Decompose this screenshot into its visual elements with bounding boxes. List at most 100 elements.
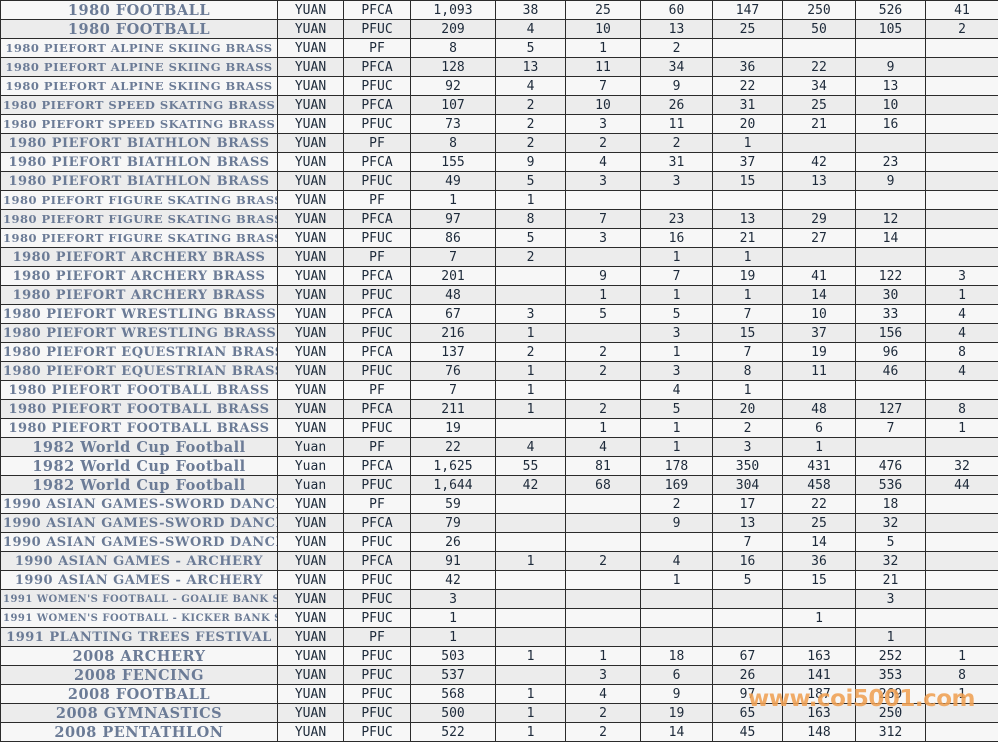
- grade-count-cell-g7: 3: [926, 267, 998, 286]
- grade-count-cell-g1: [496, 495, 566, 514]
- grade-count-cell-g5: 48: [783, 400, 856, 419]
- total-count-cell: 568: [411, 685, 496, 704]
- grade-count-cell-g4: [713, 628, 783, 647]
- grade-count-cell-g3: 16: [641, 229, 713, 248]
- grade-count-cell-g7: [926, 153, 998, 172]
- grade-count-cell-g5: [783, 191, 856, 210]
- grade-type-cell: PFCA: [344, 153, 411, 172]
- coin-name-cell: 1980 PIEFORT BIATHLON BRASS: [1, 134, 278, 153]
- grade-count-cell-g7: [926, 58, 998, 77]
- coin-name-cell: 1980 PIEFORT SPEED SKATING BRASS: [1, 96, 278, 115]
- grade-count-cell-g6: 105: [856, 20, 926, 39]
- grade-count-cell-g3: 5: [641, 400, 713, 419]
- coin-name-cell: 1991 WOMEN'S FOOTBALL - KICKER BANK SPEC…: [1, 609, 278, 628]
- total-count-cell: 1,644: [411, 476, 496, 495]
- grade-type-cell: PFUC: [344, 476, 411, 495]
- grade-count-cell-g6: 122: [856, 267, 926, 286]
- grade-count-cell-g3: 4: [641, 381, 713, 400]
- total-count-cell: 42: [411, 571, 496, 590]
- grade-count-cell-g3: [641, 590, 713, 609]
- grade-count-cell-g7: 1: [926, 286, 998, 305]
- grade-count-cell-g7: [926, 590, 998, 609]
- grade-count-cell-g2: 7: [566, 210, 641, 229]
- grade-count-cell-g2: [566, 609, 641, 628]
- denomination-cell: YUAN: [278, 400, 344, 419]
- grade-count-cell-g1: [496, 590, 566, 609]
- grade-count-cell-g2: 2: [566, 400, 641, 419]
- grade-count-cell-g2: 1: [566, 286, 641, 305]
- grade-count-cell-g5: 15: [783, 571, 856, 590]
- grade-count-cell-g2: 2: [566, 134, 641, 153]
- grade-count-cell-g7: 1: [926, 419, 998, 438]
- denomination-cell: YUAN: [278, 495, 344, 514]
- grade-count-cell-g1: 1: [496, 362, 566, 381]
- denomination-cell: YUAN: [278, 704, 344, 723]
- grade-count-cell-g6: 23: [856, 153, 926, 172]
- grade-count-cell-g4: 22: [713, 77, 783, 96]
- grade-count-cell-g6: 10: [856, 96, 926, 115]
- coin-name-cell: 1990 ASIAN GAMES - ARCHERY: [1, 571, 278, 590]
- denomination-cell: YUAN: [278, 229, 344, 248]
- denomination-cell: Yuan: [278, 457, 344, 476]
- grade-type-cell: PF: [344, 438, 411, 457]
- grade-count-cell-g7: [926, 96, 998, 115]
- grade-count-cell-g4: 13: [713, 210, 783, 229]
- grade-count-cell-g6: 16: [856, 115, 926, 134]
- grade-count-cell-g1: 5: [496, 229, 566, 248]
- grade-count-cell-g4: 65: [713, 704, 783, 723]
- total-count-cell: 201: [411, 267, 496, 286]
- grade-count-cell-g6: 21: [856, 571, 926, 590]
- grade-count-cell-g7: 4: [926, 305, 998, 324]
- grade-count-cell-g1: 1: [496, 685, 566, 704]
- grade-type-cell: PFCA: [344, 58, 411, 77]
- grade-count-cell-g6: 312: [856, 723, 926, 742]
- coin-name-cell: 1980 PIEFORT EQUESTRIAN BRASS: [1, 343, 278, 362]
- grade-count-cell-g5: 37: [783, 324, 856, 343]
- denomination-cell: YUAN: [278, 305, 344, 324]
- grade-count-cell-g1: 1: [496, 647, 566, 666]
- grade-count-cell-g4: [713, 191, 783, 210]
- denomination-cell: YUAN: [278, 723, 344, 742]
- coin-name-cell: 1980 PIEFORT ALPINE SKIING BRASS: [1, 77, 278, 96]
- grade-count-cell-g5: 25: [783, 96, 856, 115]
- grade-count-cell-g2: [566, 533, 641, 552]
- grade-count-cell-g1: 3: [496, 305, 566, 324]
- grade-count-cell-g4: 45: [713, 723, 783, 742]
- grade-count-cell-g2: 5: [566, 305, 641, 324]
- grade-count-cell-g5: 11: [783, 362, 856, 381]
- grade-type-cell: PFUC: [344, 590, 411, 609]
- grade-count-cell-g1: 2: [496, 134, 566, 153]
- grade-count-cell-g5: 50: [783, 20, 856, 39]
- grade-count-cell-g6: [856, 134, 926, 153]
- grade-count-cell-g7: [926, 533, 998, 552]
- denomination-cell: YUAN: [278, 609, 344, 628]
- grade-type-cell: PFUC: [344, 77, 411, 96]
- total-count-cell: 522: [411, 723, 496, 742]
- coin-name-cell: 1980 FOOTBALL: [1, 1, 278, 20]
- grade-count-cell-g3: 6: [641, 666, 713, 685]
- denomination-cell: YUAN: [278, 362, 344, 381]
- total-count-cell: 73: [411, 115, 496, 134]
- grade-count-cell-g3: 34: [641, 58, 713, 77]
- grade-count-cell-g1: 13: [496, 58, 566, 77]
- grade-count-cell-g3: 60: [641, 1, 713, 20]
- denomination-cell: YUAN: [278, 172, 344, 191]
- grade-count-cell-g2: 2: [566, 704, 641, 723]
- grade-count-cell-g6: 156: [856, 324, 926, 343]
- grade-count-cell-g5: 1: [783, 438, 856, 457]
- total-count-cell: 503: [411, 647, 496, 666]
- denomination-cell: YUAN: [278, 210, 344, 229]
- coin-name-cell: 1980 PIEFORT ALPINE SKIING BRASS: [1, 58, 278, 77]
- grade-count-cell-g4: 3: [713, 438, 783, 457]
- grade-count-cell-g4: 15: [713, 324, 783, 343]
